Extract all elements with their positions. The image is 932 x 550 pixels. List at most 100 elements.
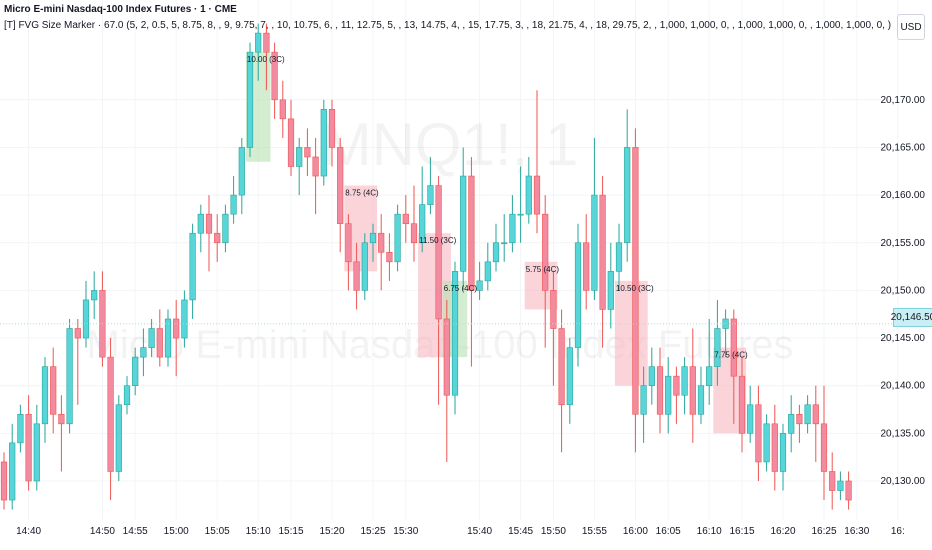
bearish-candle (312, 137, 319, 215)
candle-body (419, 204, 426, 244)
time-tick-label: 16:30 (844, 526, 869, 537)
price-tick-label: 20,140.00 (881, 381, 926, 392)
candle-body (558, 328, 565, 406)
bullish-candle (804, 395, 811, 434)
bullish-candle (115, 395, 122, 481)
price-axis[interactable]: 20,130.00 20,135.00 20,140.00 20,145.00 20,1… (881, 95, 926, 487)
bullish-candle (394, 204, 401, 272)
candle-body (246, 51, 254, 148)
candle-body (33, 423, 40, 482)
candle-body (804, 404, 811, 425)
bearish-candle (656, 347, 664, 434)
bearish-candle (738, 357, 746, 453)
bearish-candle (279, 80, 286, 138)
candle-body (665, 375, 672, 415)
candle-body (689, 366, 696, 415)
bullish-candle (574, 223, 582, 367)
watermark-symbol: MNQ1!, 1 (322, 111, 579, 178)
price-tick-label: 20,130.00 (881, 476, 926, 487)
fvg-labels: 10.00 (3C) 8.75 (4C) 11.50 (3C) 6.75 (4C) 5.… (247, 55, 748, 359)
indicator-legend[interactable]: [T] FVG Size Marker · 67.0 (5, 2, 0.5, 5… (4, 20, 892, 31)
time-tick-label: 14:40 (16, 526, 41, 537)
bullish-candle (140, 328, 147, 377)
candle-body (41, 366, 49, 425)
fvg-size-label: 6.75 (4C) (444, 284, 478, 293)
candle-body (287, 118, 295, 167)
price-tick-label: 20,150.00 (881, 285, 926, 296)
time-tick-label: 15:50 (541, 526, 566, 537)
candle-body (328, 109, 336, 148)
bullish-candle (255, 23, 262, 81)
bullish-candle (33, 404, 40, 491)
currency-button[interactable]: USD (897, 14, 925, 40)
fvg-size-label: 11.50 (3C) (419, 236, 457, 245)
time-tick-label: 15:05 (205, 526, 230, 537)
time-tick-label: 15:40 (467, 526, 492, 537)
candle-body (115, 404, 122, 472)
candle-body (66, 328, 73, 425)
fvg-size-label: 5.75 (4C) (526, 265, 560, 274)
time-tick-label: 16:10 (697, 526, 722, 537)
price-tick-label: 20,160.00 (881, 190, 926, 201)
bullish-candle (66, 318, 73, 434)
candle-body (410, 223, 418, 244)
candle-body (640, 385, 647, 415)
bearish-candle (99, 271, 106, 367)
bearish-candle (533, 90, 541, 234)
bearish-candle (304, 128, 311, 177)
candles (0, 23, 852, 510)
bullish-candle (41, 357, 49, 443)
bearish-candle (50, 347, 57, 434)
candle-body (796, 413, 803, 425)
time-tick-label: 15:45 (508, 526, 533, 537)
candle-body (673, 375, 680, 396)
candle-body (722, 318, 729, 329)
bearish-candle (402, 195, 409, 243)
candle-body (533, 175, 541, 215)
bullish-candle (476, 261, 483, 300)
bullish-candle (501, 214, 508, 262)
candle-body (681, 366, 688, 396)
candle-body (624, 147, 631, 244)
fvg-size-label: 7.75 (4C) (714, 351, 748, 360)
bullish-candle (615, 223, 623, 291)
symbol-title[interactable]: Micro E-mini Nasdaq-100 Index Futures · … (4, 4, 237, 15)
candle-body (369, 232, 377, 244)
candle-body (17, 413, 24, 444)
bullish-candle (132, 347, 139, 396)
bearish-candle (173, 299, 180, 377)
candle-body (205, 213, 213, 234)
fvg-size-label: 8.75 (4C) (345, 189, 379, 198)
candle-body (132, 356, 139, 386)
bearish-candle (599, 176, 606, 348)
bullish-candle (246, 42, 254, 157)
bearish-candle (435, 176, 442, 405)
bullish-candle (714, 299, 721, 386)
candle-body (263, 32, 270, 53)
time-tick-label: 15:25 (360, 526, 385, 537)
bullish-candle (148, 318, 155, 358)
candle-body (50, 366, 57, 415)
bearish-candle (353, 242, 360, 310)
bearish-candle (845, 471, 852, 510)
bullish-candle (222, 204, 229, 253)
candle-body (230, 194, 237, 215)
price-tick-label: 20,170.00 (881, 95, 926, 106)
candle-body (517, 213, 524, 216)
bullish-candle (181, 290, 188, 348)
candle-body (197, 213, 204, 234)
current-price-badge: 20,146.50 (891, 308, 932, 327)
bearish-candle (25, 395, 32, 491)
bearish-candle (345, 214, 352, 291)
bullish-candle (123, 376, 131, 415)
bearish-candle (107, 338, 114, 501)
bullish-candle (17, 404, 24, 453)
candle-body (353, 261, 360, 291)
bullish-candle (763, 414, 770, 472)
time-axis[interactable]: 14:40 14:50 14:55 15:00 15:05 15:10 15:15 15:20… (16, 526, 905, 537)
bullish-candle (591, 137, 598, 300)
candle-body (763, 423, 770, 463)
bullish-candle (460, 147, 467, 291)
candle-body (591, 194, 598, 291)
